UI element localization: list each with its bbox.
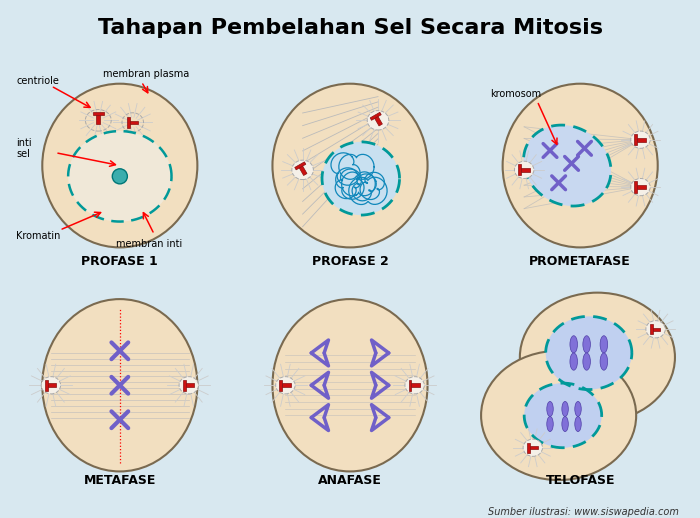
Text: sel: sel [16,149,30,159]
Ellipse shape [575,416,581,431]
Polygon shape [637,138,646,141]
Text: METAFASE: METAFASE [83,474,156,487]
Polygon shape [47,383,56,387]
Ellipse shape [547,416,553,431]
Polygon shape [518,164,521,176]
Polygon shape [299,166,307,176]
Text: centriole: centriole [16,76,60,85]
Polygon shape [411,383,420,387]
Ellipse shape [272,84,428,248]
Polygon shape [529,446,538,450]
Ellipse shape [631,179,650,196]
Ellipse shape [276,377,295,394]
Text: TELOFASE: TELOFASE [545,474,615,487]
Ellipse shape [523,439,542,456]
Ellipse shape [600,336,608,353]
Polygon shape [97,114,100,124]
Polygon shape [520,168,530,172]
Ellipse shape [481,351,636,480]
Polygon shape [279,380,282,391]
Ellipse shape [514,161,534,179]
Ellipse shape [631,131,650,148]
Polygon shape [524,125,611,206]
Text: Tahapan Pembelahan Sel Secara Mitosis: Tahapan Pembelahan Sel Secara Mitosis [97,18,603,38]
Polygon shape [650,324,652,334]
Polygon shape [127,117,130,128]
Ellipse shape [600,353,608,370]
Polygon shape [129,121,138,124]
Polygon shape [634,181,637,193]
Ellipse shape [42,299,197,471]
Ellipse shape [179,377,199,394]
Ellipse shape [41,377,61,394]
Text: PROMETAFASE: PROMETAFASE [529,255,631,268]
Polygon shape [370,112,382,120]
Polygon shape [652,327,660,331]
Ellipse shape [112,169,127,184]
Text: inti: inti [16,138,32,148]
Text: ANAFASE: ANAFASE [318,474,382,487]
Ellipse shape [520,293,675,422]
Text: Kromatin: Kromatin [16,231,61,241]
Ellipse shape [272,299,428,471]
Ellipse shape [562,416,568,431]
Polygon shape [637,185,646,189]
Polygon shape [185,383,194,387]
Polygon shape [527,443,530,453]
Ellipse shape [583,336,590,353]
Ellipse shape [322,142,400,215]
Polygon shape [295,162,306,170]
Ellipse shape [646,321,665,338]
Text: PROFASE 2: PROFASE 2 [312,255,388,268]
Ellipse shape [547,401,553,416]
Polygon shape [374,116,382,126]
Polygon shape [45,380,48,391]
Ellipse shape [368,111,388,130]
Polygon shape [92,112,104,115]
Ellipse shape [405,377,424,394]
Ellipse shape [68,131,172,222]
Ellipse shape [546,316,632,390]
Text: kromosom: kromosom [490,89,541,98]
Polygon shape [281,383,290,387]
Ellipse shape [583,353,590,370]
Polygon shape [409,380,412,391]
Ellipse shape [503,84,658,248]
Text: membran plasma: membran plasma [103,69,189,79]
Text: PROFASE 1: PROFASE 1 [81,255,158,268]
Text: membran inti: membran inti [116,239,182,249]
Polygon shape [183,380,186,391]
Polygon shape [634,134,637,146]
Ellipse shape [570,336,578,353]
Ellipse shape [524,383,602,448]
Text: Sumber ilustrasi: www.siswapedia.com: Sumber ilustrasi: www.siswapedia.com [488,508,679,517]
Ellipse shape [42,84,197,248]
Ellipse shape [570,353,578,370]
Ellipse shape [575,401,581,416]
Ellipse shape [292,160,314,180]
Ellipse shape [562,401,568,416]
